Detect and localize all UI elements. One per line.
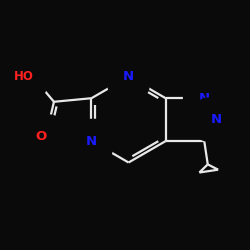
Text: N: N: [210, 113, 222, 126]
Text: HO: HO: [14, 70, 34, 83]
Text: N: N: [123, 70, 134, 83]
Text: O: O: [36, 130, 47, 143]
Text: N: N: [86, 134, 97, 147]
Text: N: N: [199, 92, 210, 105]
